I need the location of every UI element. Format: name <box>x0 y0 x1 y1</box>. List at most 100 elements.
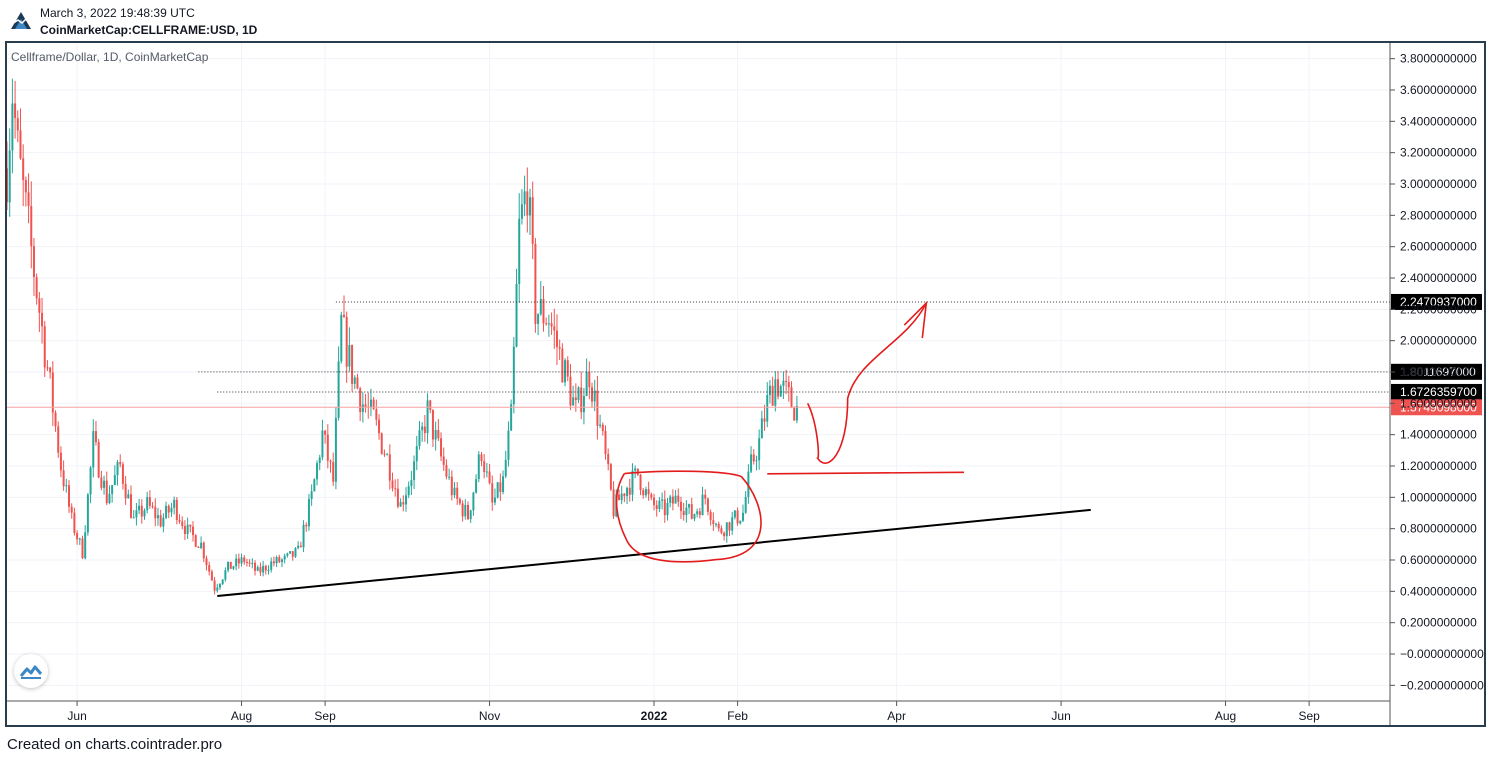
candle-body <box>302 524 305 548</box>
candle-body <box>634 468 637 471</box>
candle-body <box>146 497 149 511</box>
support-trendline <box>217 508 1091 598</box>
candle-body <box>609 464 612 490</box>
candle-body <box>566 360 569 377</box>
candle-body <box>442 456 445 465</box>
candle-body <box>445 464 448 477</box>
candle-body <box>717 523 720 529</box>
candle-body <box>372 399 375 410</box>
home-logo-button[interactable] <box>14 654 48 688</box>
y-tick-label: 3.0000000000 <box>1400 177 1477 191</box>
candle-body <box>84 532 87 559</box>
candle-body <box>197 546 200 548</box>
candle-body <box>531 197 534 244</box>
candle-body <box>173 499 176 508</box>
candle-body <box>380 433 383 454</box>
candle-body <box>402 502 405 505</box>
candle-body <box>237 558 240 564</box>
candle-body <box>267 569 270 571</box>
candle-body <box>671 496 674 504</box>
candle-body <box>310 491 313 500</box>
candle-body <box>725 522 728 537</box>
y-tick-label: −0.2000000000 <box>1400 678 1484 692</box>
candle-body <box>404 495 407 505</box>
candle-body <box>192 526 195 536</box>
candle-body <box>520 204 523 219</box>
grid <box>7 43 1390 701</box>
y-tick-label: 0.6000000000 <box>1400 553 1477 567</box>
candle-body <box>512 346 515 405</box>
candle-body <box>709 511 712 521</box>
candle-body <box>636 468 639 475</box>
candle-body <box>361 404 364 412</box>
candle-body <box>731 517 734 531</box>
candle-body <box>94 431 97 443</box>
candle-body <box>766 395 769 422</box>
candle-body <box>307 499 310 527</box>
candle-body <box>591 387 594 402</box>
candle-body <box>555 330 558 347</box>
candle-body <box>183 526 186 535</box>
x-axis[interactable]: Jun Aug Sep Nov 2022 Feb Apr Jun Aug Sep <box>7 700 1390 723</box>
candle-body <box>62 470 65 487</box>
candle-body <box>475 479 478 493</box>
candle-body <box>458 498 461 504</box>
candle-body <box>259 567 262 573</box>
candle-body <box>558 346 561 349</box>
candle-body <box>574 397 577 401</box>
candle-body <box>316 463 319 480</box>
candle-body <box>413 461 416 481</box>
resistance-line-annotation <box>767 471 965 475</box>
y-tick-label: 3.6000000000 <box>1400 83 1477 97</box>
candle-body <box>100 477 103 488</box>
candle-body <box>289 551 292 554</box>
candle-body <box>334 417 337 482</box>
candle-body <box>448 476 451 478</box>
candle-body <box>768 385 771 396</box>
candle-body <box>666 502 669 516</box>
candle-body <box>297 545 300 549</box>
candle-body <box>429 400 432 410</box>
y-axis[interactable]: 3.8000000000 3.6000000000 3.4000000000 3.20… <box>1389 43 1484 725</box>
candle-body <box>369 399 372 408</box>
candle-body <box>313 479 316 492</box>
candle-body <box>650 494 653 498</box>
candle-body <box>785 380 788 383</box>
x-tick-label: 2022 <box>641 709 668 723</box>
candle-body <box>235 558 238 567</box>
y-tick-label: 1.0000000000 <box>1400 490 1477 504</box>
candle-body <box>593 390 596 402</box>
candle-body <box>364 404 367 407</box>
candle-body <box>35 277 38 299</box>
candle-body <box>154 506 157 519</box>
candle-body <box>733 510 736 518</box>
footer-credit: Created on charts.cointrader.pro <box>7 736 223 753</box>
candle-body <box>116 462 119 476</box>
candle-body <box>76 533 79 540</box>
candle-body <box>348 345 351 367</box>
candle-body <box>682 511 685 516</box>
candle-body <box>431 409 434 440</box>
candle-body <box>353 377 356 384</box>
candle-body <box>54 412 57 427</box>
candle-body <box>291 551 294 557</box>
candle-body <box>467 504 469 520</box>
candle-body <box>515 283 518 347</box>
candle-body <box>493 497 496 503</box>
x-tick-label: Sep <box>1298 709 1320 723</box>
candle-body <box>216 587 219 591</box>
candle-body <box>529 197 532 216</box>
x-tick-label: Apr <box>887 709 906 723</box>
candle-body <box>286 553 289 556</box>
candle-body <box>57 426 60 453</box>
candle-body <box>739 520 742 524</box>
candle-body <box>165 505 168 518</box>
candle-body <box>59 452 62 471</box>
x-tick-label: Feb <box>727 709 748 723</box>
candle-body <box>596 390 599 426</box>
candle-body <box>213 580 216 591</box>
chart-title: Cellframe/Dollar, 1D, CoinMarketCap <box>11 50 209 64</box>
candle-body <box>46 367 49 369</box>
chart-frame <box>5 41 1486 727</box>
